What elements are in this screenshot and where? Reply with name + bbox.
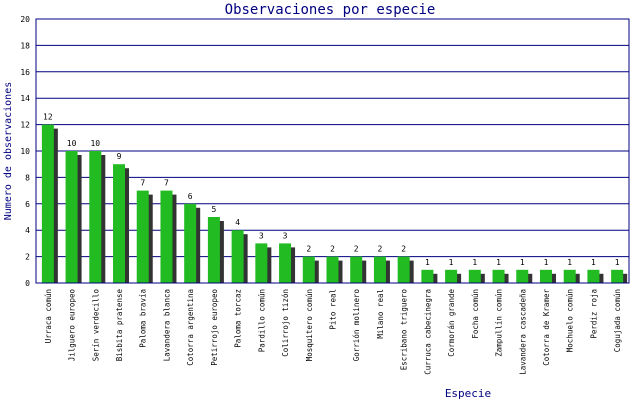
bar [421, 269, 434, 283]
bar [468, 269, 481, 283]
x-tick-label: Jilguero europeo [68, 289, 77, 362]
x-tick-label: Lavandera blanca [162, 289, 171, 361]
data-label: 2 [354, 245, 359, 254]
data-label: 1 [567, 258, 572, 267]
bar [184, 203, 197, 283]
x-tick-label: Urraca común [44, 289, 53, 343]
bar [255, 243, 268, 283]
x-tick-label: Cogujada común [613, 289, 622, 352]
y-tick-labels: 0 2 4 6 8 10 12 14 16 18 20 [20, 15, 30, 288]
bar [160, 190, 173, 283]
x-tick-label: Milano real [376, 289, 385, 339]
bar [611, 269, 624, 283]
data-label: 1 [544, 258, 549, 267]
bar [539, 269, 552, 283]
bar [41, 124, 54, 283]
data-label: 6 [188, 192, 193, 201]
bars [41, 124, 628, 283]
bar [65, 151, 78, 283]
bar [397, 256, 410, 283]
data-labels: 12 10 10 9 7 7 6 5 4 3 3 2 2 2 2 2 1 1 1 1 1 1 1 1 1 [43, 113, 620, 267]
x-axis-label: Especie [445, 387, 491, 400]
data-label: 12 [43, 113, 53, 122]
data-label: 9 [117, 152, 122, 161]
data-label: 1 [591, 258, 596, 267]
data-label: 2 [401, 245, 406, 254]
data-label: 7 [140, 179, 145, 188]
bar [136, 190, 149, 283]
x-tick-label: Curruca cabecinegra [423, 289, 432, 375]
bar [373, 256, 386, 283]
bar [350, 256, 363, 283]
bar [445, 269, 458, 283]
data-label: 7 [164, 179, 169, 188]
y-tick-label: 8 [25, 173, 30, 182]
data-label: 1 [520, 258, 525, 267]
x-tick-label: Focha común [471, 289, 480, 339]
x-tick-label: Cormorán grande [447, 289, 456, 357]
data-label: 2 [330, 245, 335, 254]
bar [113, 164, 126, 283]
x-tick-label: Gorrión molinero [352, 289, 361, 362]
data-label: 1 [449, 258, 454, 267]
data-label: 2 [306, 245, 311, 254]
plot-frame [35, 18, 630, 284]
y-tick-label: 14 [20, 94, 30, 103]
y-tick-label: 6 [25, 200, 30, 209]
bar [207, 217, 220, 283]
x-tick-label: Cotorra de Kramer [542, 289, 551, 366]
y-axis-label: Numero de observaciones [3, 82, 14, 220]
bar [89, 151, 102, 283]
chart-title: Observaciones por especie [225, 2, 436, 18]
data-label: 1 [472, 258, 477, 267]
bar [302, 256, 315, 283]
y-tick-label: 12 [20, 121, 30, 130]
x-tick-label: Paloma bravía [139, 289, 148, 348]
data-label: 4 [235, 218, 240, 227]
x-tick-label: Pito real [329, 289, 338, 330]
bar [563, 269, 576, 283]
bar [279, 243, 292, 283]
bar [492, 269, 505, 283]
data-label: 10 [90, 139, 100, 148]
data-label: 1 [615, 258, 620, 267]
x-tick-label: Mosquitero común [305, 289, 314, 361]
x-tick-label: Mochuelo común [566, 289, 575, 352]
y-tick-label: 10 [20, 147, 30, 156]
y-tick-label: 20 [20, 15, 30, 24]
data-label: 1 [425, 258, 430, 267]
x-tick-labels: Urraca común Jilguero europeo Serín verdec… [44, 289, 622, 375]
y-tick-label: 2 [25, 253, 30, 262]
y-tick-label: 4 [25, 226, 30, 235]
bar [326, 256, 339, 283]
x-tick-label: Colirrojo tizón [281, 289, 290, 357]
y-tick-label: 16 [20, 68, 30, 77]
bar [587, 269, 600, 283]
x-tick-label: Lavandera cascadeña [518, 289, 527, 375]
data-label: 1 [496, 258, 501, 267]
x-tick-label: Perdiz roja [589, 289, 598, 339]
bar [516, 269, 529, 283]
bar [231, 230, 244, 283]
y-tick-label: 0 [25, 279, 30, 288]
y-tick-label: 18 [20, 41, 30, 50]
data-label: 3 [283, 231, 288, 240]
x-tick-label: Escribano triguero [400, 289, 409, 371]
x-tick-label: Paloma torcaz [234, 289, 243, 348]
x-tick-label: Zampullín común [495, 289, 504, 357]
x-tick-label: Cotorra argentina [186, 289, 195, 366]
x-tick-label: Bisbita pratense [115, 289, 124, 362]
x-tick-label: Pardillo común [257, 289, 266, 352]
data-label: 10 [67, 139, 77, 148]
data-label: 3 [259, 231, 264, 240]
data-label: 5 [211, 205, 216, 214]
data-label: 2 [378, 245, 383, 254]
x-tick-label: Petirrojo europeo [210, 289, 219, 366]
x-tick-label: Serín verdecillo [91, 289, 100, 362]
